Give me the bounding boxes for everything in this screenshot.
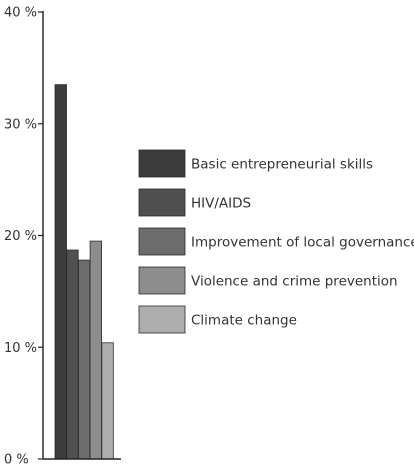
bar-3 [89,240,102,460]
legend-swatch [138,188,186,217]
bar-1 [66,249,79,460]
y-tick-label: 40 % [4,6,37,21]
legend-swatch [138,266,186,295]
legend-swatch [138,149,186,178]
bars [54,84,114,460]
legend-label: Basic entrepreneurial skills [191,157,373,173]
legend-item: Climate change [138,305,297,334]
bar-0 [54,84,67,460]
legend-item: Violence and crime prevention [138,266,398,295]
axes [42,11,121,460]
y-axis-ticks: 0 % 10 % 20 % 30 % 40 % [4,6,43,467]
legend-label: Improvement of local governance [191,235,414,251]
legend-swatch [138,227,186,256]
y-tick-label: 30 % [4,117,37,132]
legend-item: Improvement of local governance [138,227,414,256]
legend-label: Climate change [191,313,297,329]
legend-label: Violence and crime prevention [191,274,398,290]
legend-label: HIV/AIDS [191,196,251,212]
legend-item: Basic entrepreneurial skills [138,149,373,178]
legend-item: HIV/AIDS [138,188,251,217]
y-tick-label: 0 % [4,453,29,467]
y-tick-label: 10 % [4,341,37,356]
bar-2 [78,259,91,460]
legend-swatch [138,305,186,334]
y-tick-label: 20 % [4,229,37,244]
bar-4 [101,342,114,460]
legend: Basic entrepreneurial skills HIV/AIDS Impr… [138,149,414,334]
